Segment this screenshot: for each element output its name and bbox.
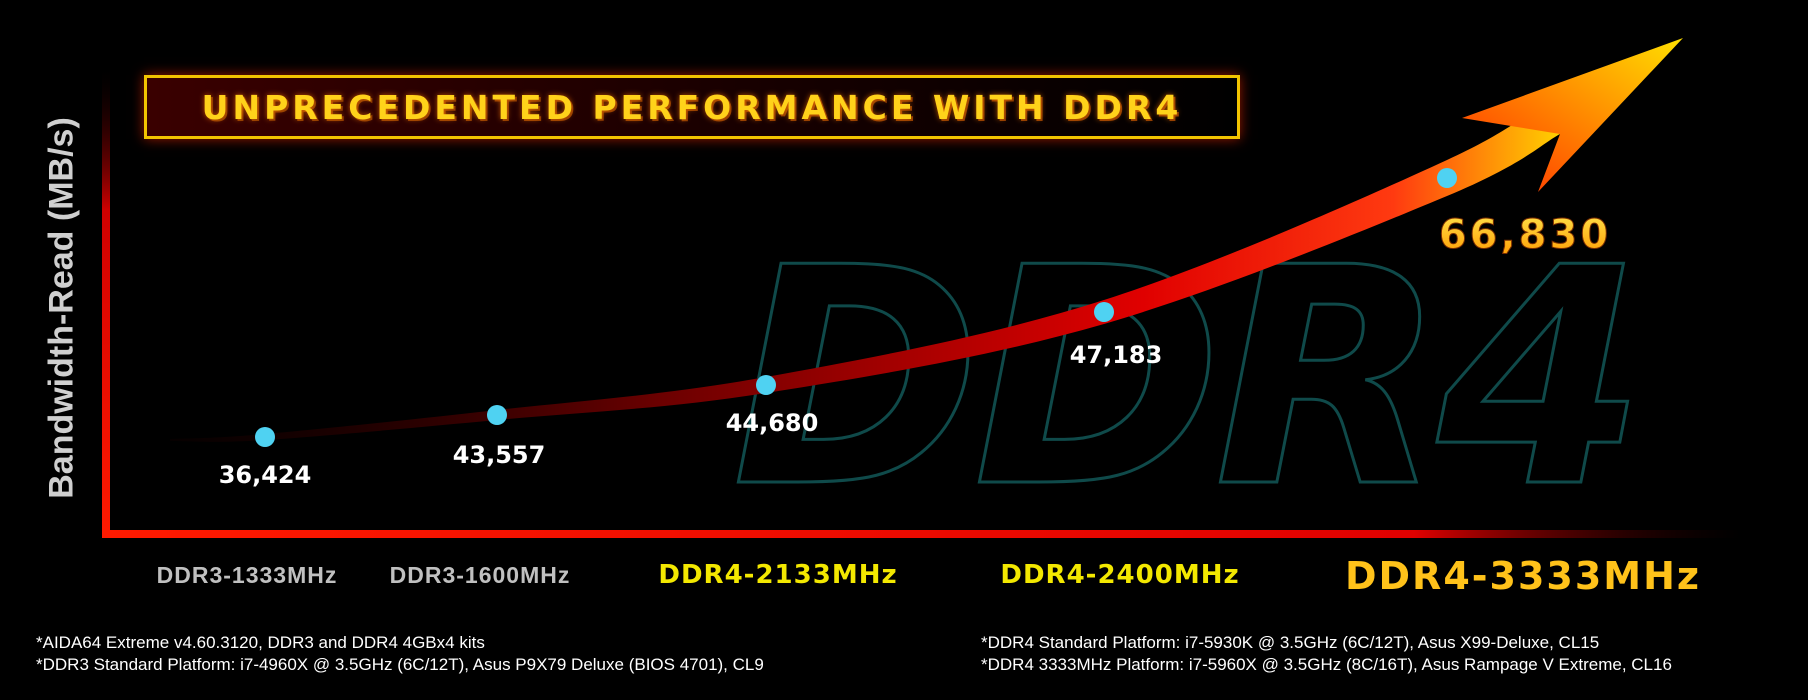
data-label-4: 47,183 — [1070, 341, 1163, 369]
ddr4-watermark: DDR4 — [732, 204, 1638, 553]
trend-band — [170, 90, 1560, 442]
chart-title: UNPRECEDENTED PERFORMANCE WITH DDR4 — [201, 87, 1183, 127]
footnote-line: *DDR4 Standard Platform: i7-5930K @ 3.5G… — [981, 633, 1600, 652]
x-axis-line — [102, 530, 1742, 538]
data-label-2: 43,557 — [453, 441, 546, 469]
footnote-line: *AIDA64 Extreme v4.60.3120, DDR3 and DDR… — [36, 633, 485, 652]
data-point-4 — [1094, 302, 1114, 322]
data-point-1 — [255, 427, 275, 447]
data-point-5 — [1437, 168, 1457, 188]
data-label-5: 66,830 — [1439, 212, 1611, 258]
trend-arrowhead — [1462, 38, 1683, 192]
y-axis-label: Bandwidth-Read (MB/s) — [42, 117, 81, 499]
footnote-line: *DDR3 Standard Platform: i7-4960X @ 3.5G… — [36, 655, 764, 674]
footnotes-left: *AIDA64 Extreme v4.60.3120, DDR3 and DDR… — [36, 632, 764, 676]
chart-title-box: UNPRECEDENTED PERFORMANCE WITH DDR4 — [144, 75, 1240, 139]
footnote-line: *DDR4 3333MHz Platform: i7-5960X @ 3.5GH… — [981, 655, 1672, 674]
y-axis-line — [102, 70, 110, 538]
footnotes-right: *DDR4 Standard Platform: i7-5930K @ 3.5G… — [981, 632, 1672, 676]
data-point-3 — [756, 375, 776, 395]
category-label-1: DDR3-1333MHz — [157, 562, 338, 588]
data-point-2 — [487, 405, 507, 425]
category-label-4: DDR4-2400MHz — [1000, 560, 1239, 590]
category-label-3: DDR4-2133MHz — [658, 560, 897, 590]
data-label-3: 44,680 — [726, 409, 819, 437]
category-label-5: DDR4-3333MHz — [1345, 554, 1701, 598]
category-label-2: DDR3-1600MHz — [390, 562, 571, 588]
data-label-1: 36,424 — [219, 461, 312, 489]
